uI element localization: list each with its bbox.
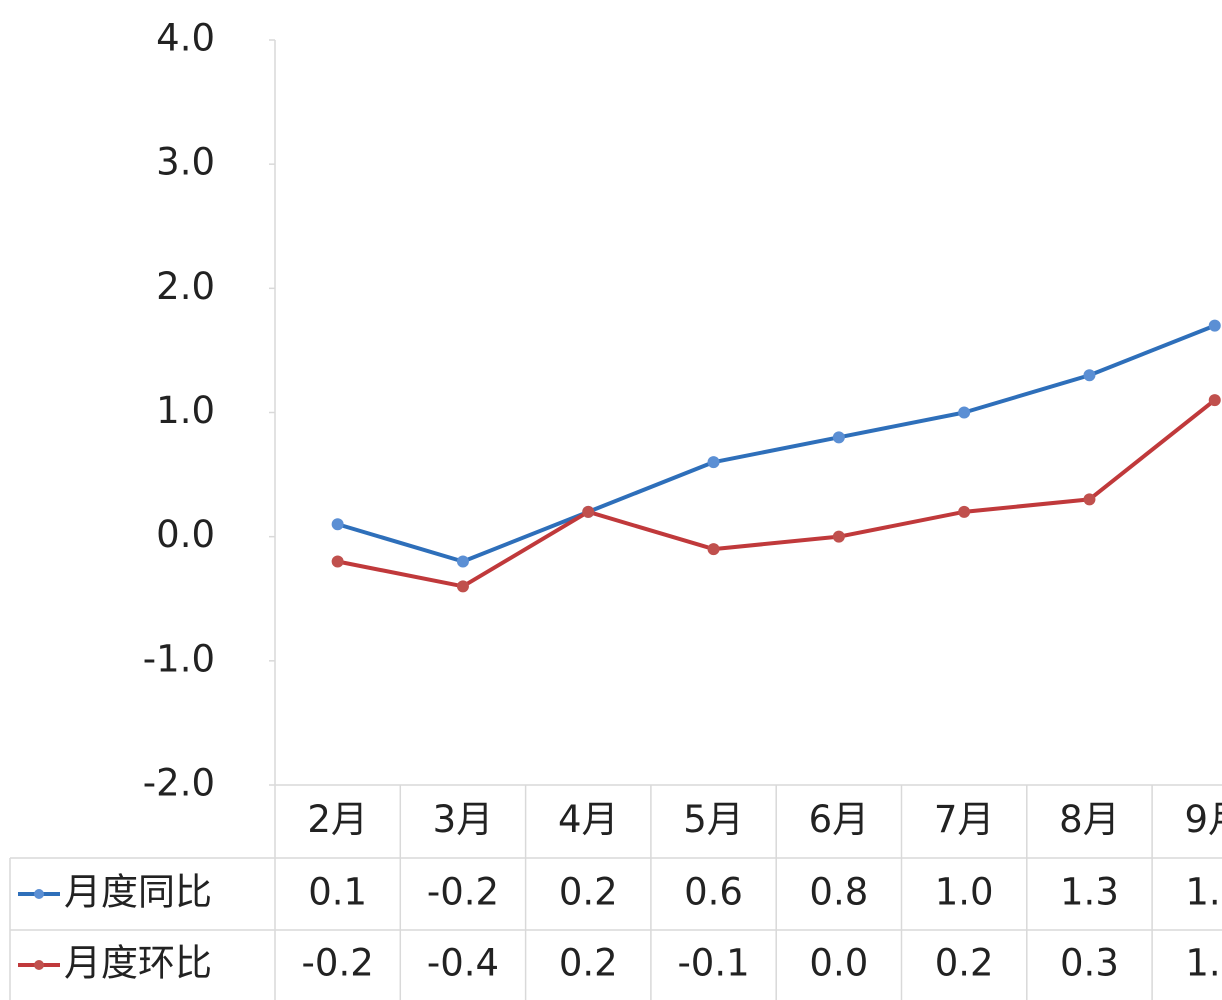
data-label: 0.8 <box>809 871 868 914</box>
legend-key-marker <box>34 889 44 899</box>
legend-label: 月度同比 <box>64 871 212 914</box>
data-label: 0.2 <box>559 871 618 914</box>
data-label: -0.2 <box>302 942 374 985</box>
data-label: 0.2 <box>935 942 994 985</box>
point <box>331 555 344 568</box>
data-label: -0.1 <box>677 942 749 985</box>
legend-label: 月度环比 <box>64 942 212 985</box>
x-tick-label: 9月 <box>1184 798 1222 841</box>
data-label: 0.3 <box>1060 942 1119 985</box>
data-label: 1.1 <box>1185 942 1222 985</box>
x-tick-label: 6月 <box>809 798 870 841</box>
data-label: 0.0 <box>809 942 868 985</box>
y-tick-label: 0.0 <box>156 513 215 556</box>
point <box>456 580 469 593</box>
x-tick-label: 3月 <box>433 798 494 841</box>
y-tick-label: 1.0 <box>156 389 215 432</box>
x-tick-label: 4月 <box>558 798 619 841</box>
x-tick-label: 7月 <box>934 798 995 841</box>
series-line <box>337 323 1216 564</box>
point <box>707 456 720 469</box>
x-tick-label: 8月 <box>1059 798 1120 841</box>
data-label: 1.7 <box>1185 871 1222 914</box>
y-tick-label: -2.0 <box>143 762 215 805</box>
x-tick-label: 5月 <box>683 798 744 841</box>
y-tick-label: -1.0 <box>143 637 215 680</box>
point <box>958 505 971 518</box>
point <box>1208 394 1221 407</box>
point <box>832 431 845 444</box>
y-tick-label: 2.0 <box>156 265 215 308</box>
y-tick-label: 4.0 <box>156 17 215 60</box>
point <box>958 406 971 419</box>
data-label: 1.0 <box>935 871 994 914</box>
point <box>832 530 845 543</box>
series-line <box>337 398 1216 589</box>
point <box>582 505 595 518</box>
data-label: 0.2 <box>559 942 618 985</box>
data-label: 1.3 <box>1060 871 1119 914</box>
point <box>456 555 469 568</box>
x-tick-label: 2月 <box>307 798 368 841</box>
point <box>707 543 720 556</box>
data-label: 0.6 <box>684 871 743 914</box>
data-label: 0.1 <box>308 871 367 914</box>
point <box>1083 493 1096 506</box>
point <box>1083 369 1096 382</box>
point <box>1208 319 1221 332</box>
point <box>331 518 344 531</box>
data-label: -0.4 <box>427 942 499 985</box>
y-tick-label: 3.0 <box>156 141 215 184</box>
data-label: -0.2 <box>427 871 499 914</box>
legend-key-marker <box>34 960 44 970</box>
